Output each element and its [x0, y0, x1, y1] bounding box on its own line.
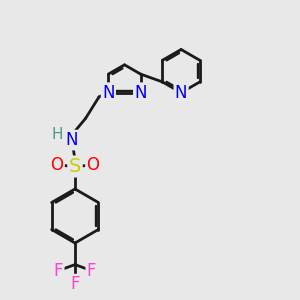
- Text: N: N: [102, 84, 115, 102]
- Text: N: N: [134, 84, 147, 102]
- Text: N: N: [175, 84, 188, 102]
- Text: O: O: [86, 156, 100, 174]
- Text: H: H: [52, 127, 63, 142]
- Text: F: F: [70, 275, 80, 293]
- Text: F: F: [87, 262, 96, 280]
- Text: S: S: [69, 157, 81, 176]
- Text: F: F: [54, 262, 63, 280]
- Text: N: N: [66, 131, 78, 149]
- Text: O: O: [50, 156, 64, 174]
